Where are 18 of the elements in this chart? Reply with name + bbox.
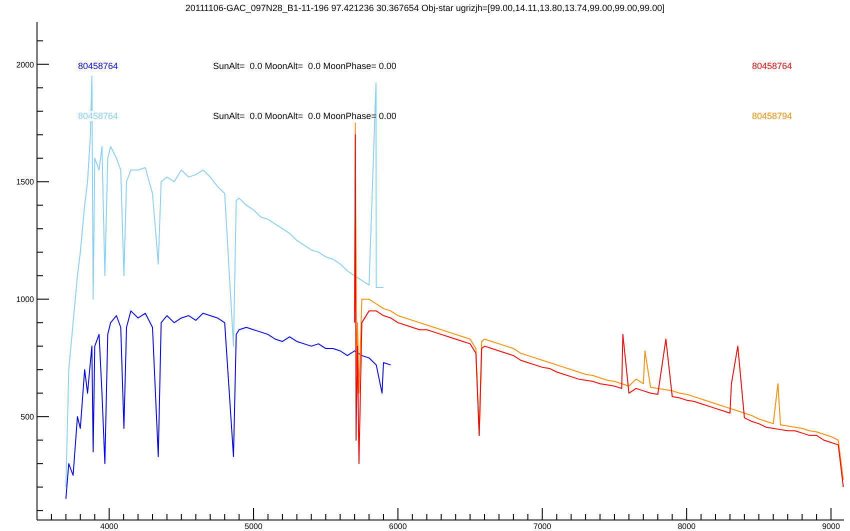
x-tick-label: 8000 (678, 522, 696, 531)
x-tick-label: 9000 (822, 522, 840, 531)
x-tick-label: 7000 (533, 522, 552, 531)
text: 80458764 (752, 61, 792, 71)
y-tick-label: 2000 (16, 60, 35, 70)
text: 80458764 (78, 61, 118, 71)
line-series (65, 310, 392, 500)
text: 80458794 (752, 111, 792, 121)
chart-title: 20111106-GAC_097N28_B1-11-196 97.421236 30.367654 Obj-star ugrizjh=[99.00,14.11,13.80,13.74,99.00,99.00,99.00] (184, 3, 666, 13)
y-tick-label: 500 (20, 412, 35, 422)
x-tick-label: 6000 (389, 522, 408, 531)
x-tick-label: 5000 (244, 522, 263, 531)
y-tick-label: 1500 (16, 178, 35, 187)
y-tick-label: 1000 (16, 295, 35, 304)
annotation: SunAlt= 0.0 MoonAlt= 0.0 MoonPhase= 0.00 (213, 111, 396, 121)
x-tick-label: 4000 (100, 522, 119, 531)
series-label: 80458764 (78, 111, 118, 121)
annotation: SunAlt= 0.0 MoonAlt= 0.0 MoonPhase= 0.00 (213, 61, 396, 71)
